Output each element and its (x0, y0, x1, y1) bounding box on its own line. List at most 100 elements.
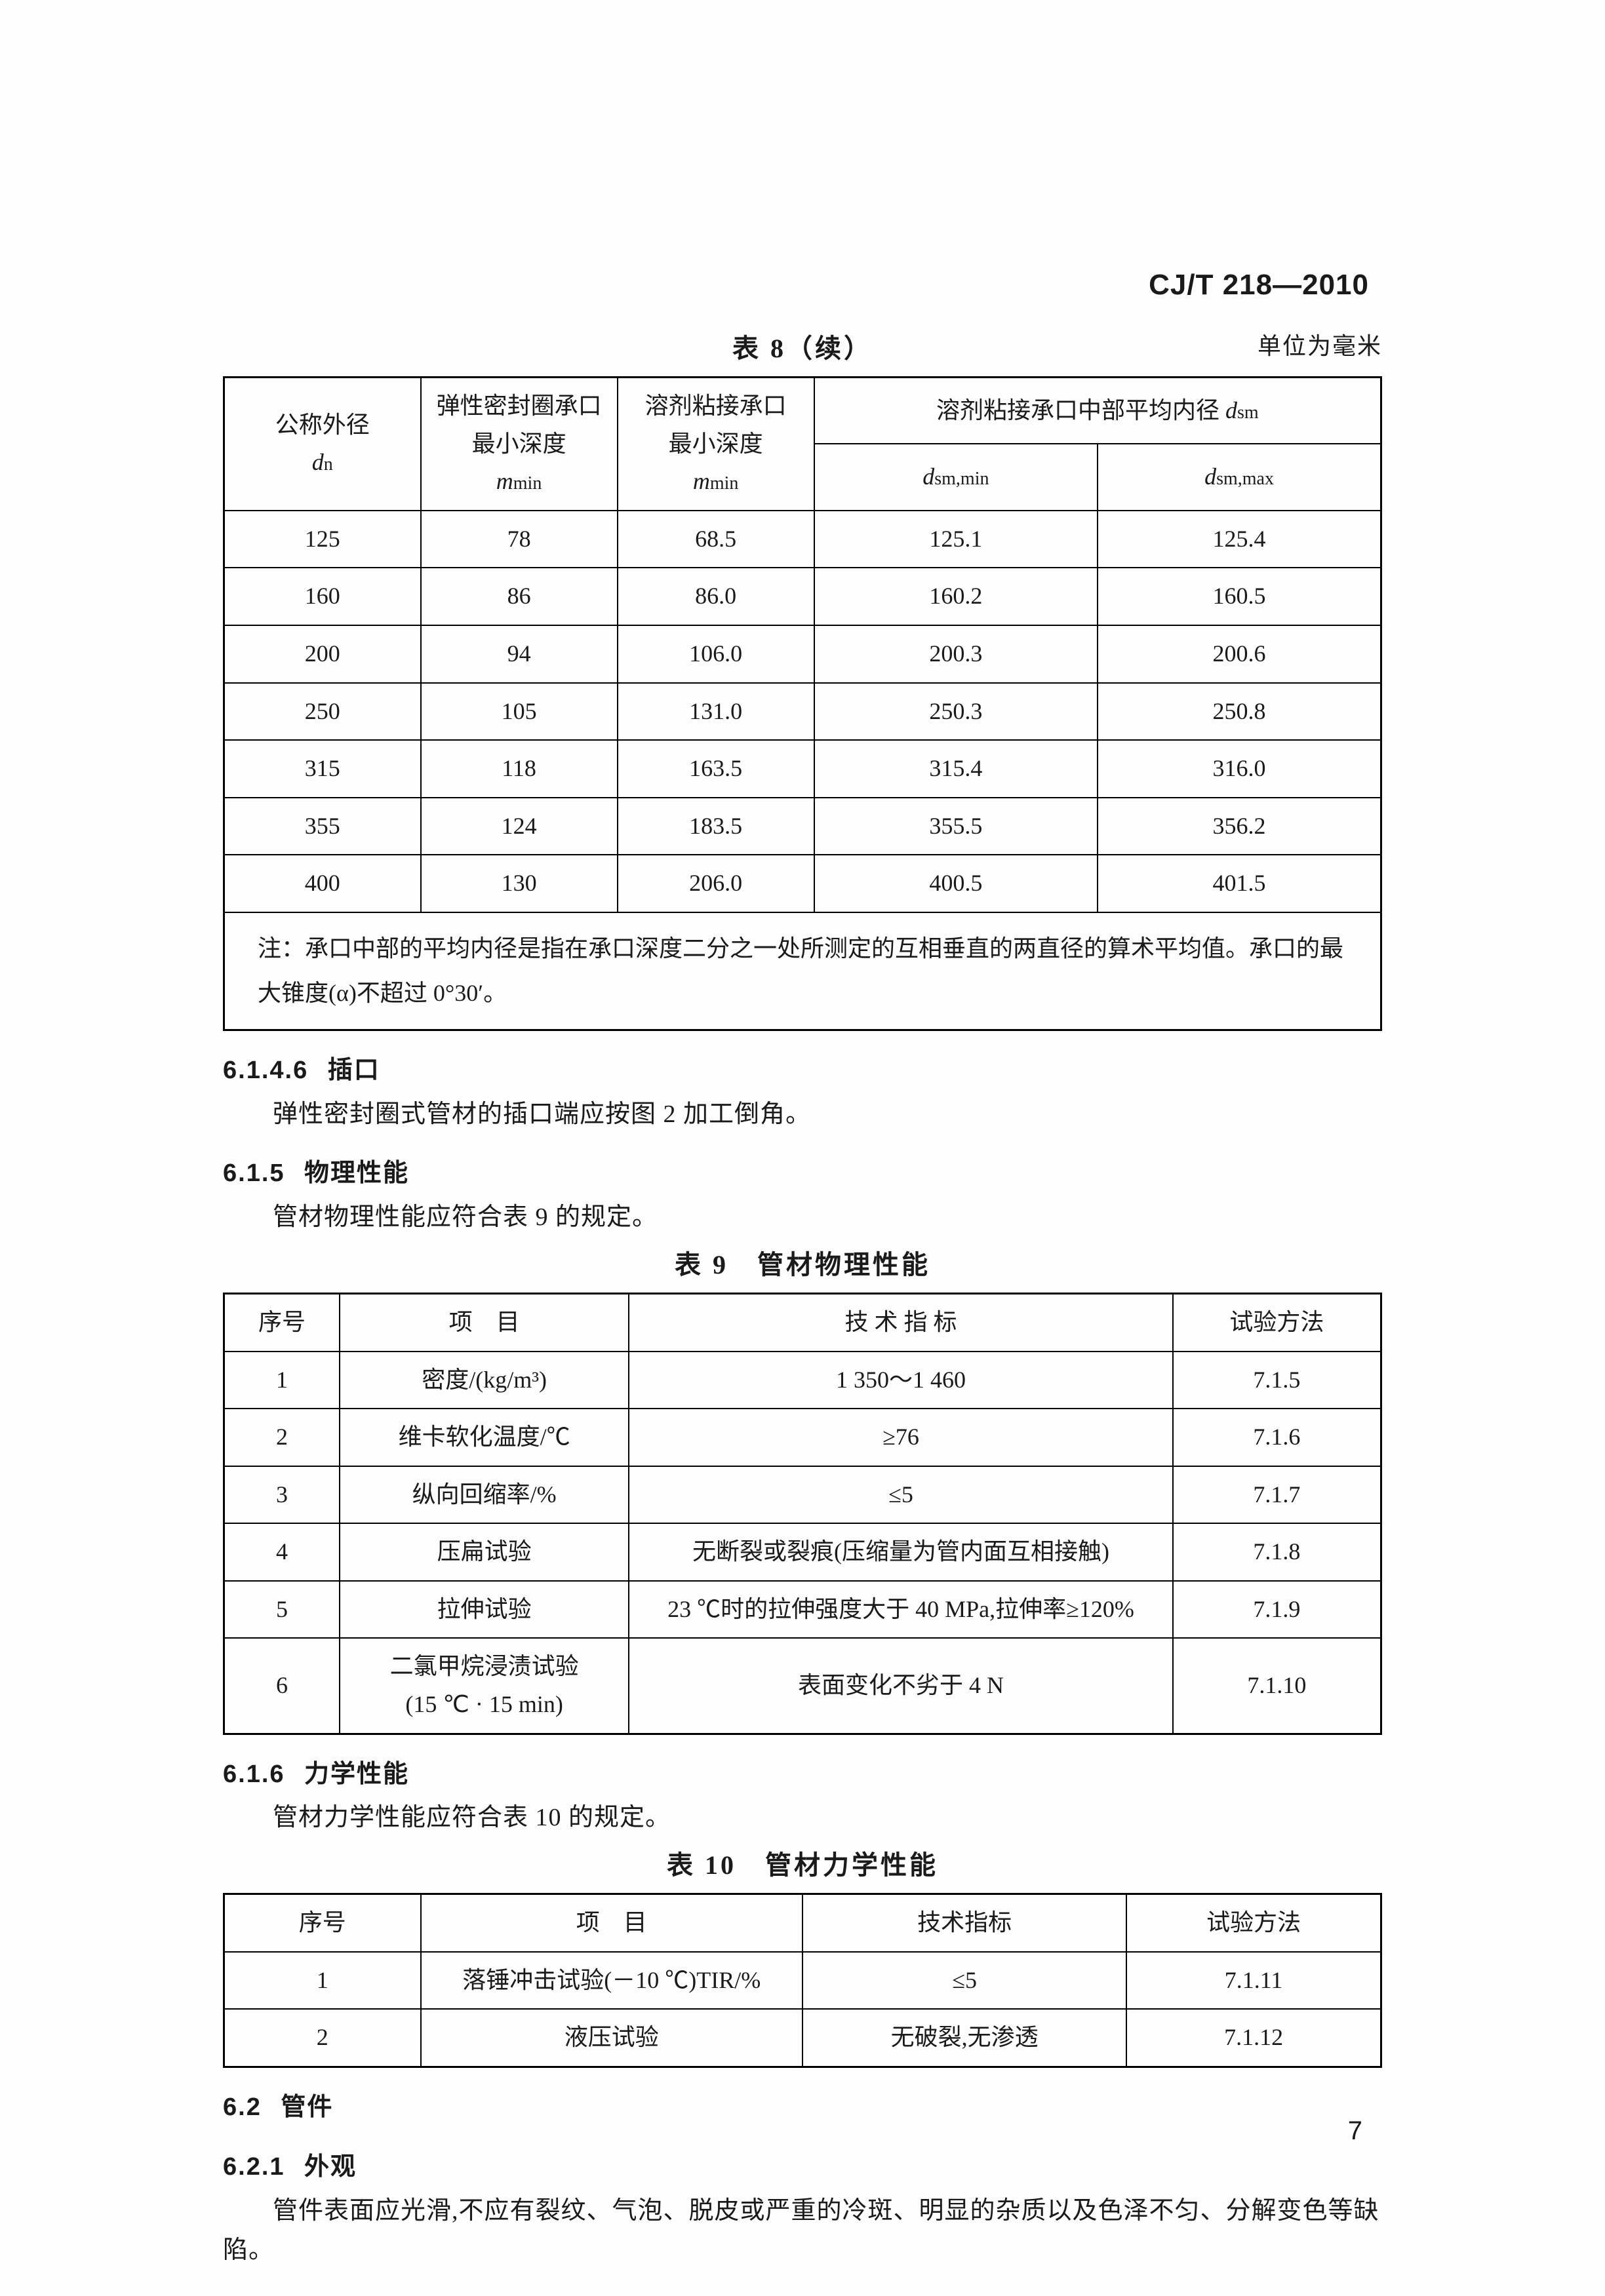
document-id: CJ/T 218—2010 (1149, 262, 1369, 308)
table-cell: 400 (224, 855, 421, 912)
table-cell: 355 (224, 798, 421, 855)
table-cell: 2 (224, 2009, 421, 2067)
table-cell: 200.6 (1098, 625, 1381, 683)
secnum-62: 6.2 (223, 2093, 262, 2121)
table-cell: 125 (224, 511, 421, 568)
table-cell: 7.1.5 (1173, 1352, 1381, 1409)
table-cell: 1 (224, 1352, 340, 1409)
table-cell: 160.2 (814, 568, 1098, 625)
secnum-621: 6.2.1 (223, 2153, 285, 2181)
table-cell: 密度/(kg/m³) (340, 1352, 629, 1409)
table-cell: 1 (224, 1952, 421, 2010)
table-cell: 315.4 (814, 740, 1098, 798)
secnum-616: 6.1.6 (223, 1761, 285, 1788)
table-cell: 落锤冲击试验(－10 ℃)TIR/% (421, 1952, 802, 2010)
table-cell: 2 (224, 1409, 340, 1466)
table-cell: 无断裂或裂痕(压缩量为管内面互相接触) (629, 1523, 1173, 1581)
table-cell: 7.1.9 (1173, 1581, 1381, 1639)
table8: 公称外径 dn 弹性密封圈承口 最小深度 mmin 溶剂粘接承口 最小深度 mm… (223, 376, 1382, 1031)
table-cell: 355.5 (814, 798, 1098, 855)
secnum-6146: 6.1.4.6 (223, 1057, 308, 1084)
table-cell: 105 (421, 683, 618, 741)
t8h-c2l1: 弹性密封圈承口 (437, 393, 602, 419)
sectitle-615: 物理性能 (304, 1159, 409, 1187)
table-cell: 130 (421, 855, 618, 912)
table-cell: ≥76 (629, 1409, 1173, 1466)
table9-caption: 表 9 管材物理性能 (223, 1244, 1382, 1286)
table-cell: 356.2 (1098, 798, 1381, 855)
table-cell: 86.0 (618, 568, 814, 625)
table9: 序号项 目技 术 指 标试验方法 1密度/(kg/m³)1 350～1 4607… (223, 1293, 1382, 1735)
table-header: 试验方法 (1126, 1894, 1381, 1952)
table-cell: 206.0 (618, 855, 814, 912)
table-cell: ≤5 (802, 1952, 1126, 2010)
table-cell: 94 (421, 625, 618, 683)
table-cell: 250.8 (1098, 683, 1381, 741)
table-cell: 400.5 (814, 855, 1098, 912)
table-cell: 表面变化不劣于 4 N (629, 1638, 1173, 1734)
para-6146: 弹性密封圈式管材的插口端应按图 2 加工倒角。 (223, 1095, 1382, 1135)
table-cell: 86 (421, 568, 618, 625)
table8-caption-text: 表 8（续） (732, 334, 873, 363)
table-cell: 5 (224, 1581, 340, 1639)
table-cell: 拉伸试验 (340, 1581, 629, 1639)
table-header: 项 目 (421, 1894, 802, 1952)
table8-note: 注：承口中部的平均内径是指在承口深度二分之一处所测定的互相垂直的两直径的算术平均… (224, 912, 1381, 1030)
t8h-c45l1: 溶剂粘接承口中部平均内径 dsm (936, 397, 1259, 423)
table-cell: 125.1 (814, 511, 1098, 568)
sectitle-6146: 插口 (328, 1057, 380, 1084)
table-cell: 68.5 (618, 511, 814, 568)
table-cell: 纵向回缩率/% (340, 1466, 629, 1524)
t8h-c1l1: 公称外径 (275, 412, 370, 438)
para-616: 管材力学性能应符合表 10 的规定。 (223, 1798, 1382, 1838)
t8h-c2l2: 最小深度 (472, 431, 566, 457)
para-621: 管件表面应光滑,不应有裂纹、气泡、脱皮或严重的冷斑、明显的杂质以及色泽不匀、分解… (223, 2191, 1382, 2271)
table-cell: 压扁试验 (340, 1523, 629, 1581)
table-cell: 131.0 (618, 683, 814, 741)
para-615: 管材物理性能应符合表 9 的规定。 (223, 1197, 1382, 1237)
table-header: 项 目 (340, 1293, 629, 1351)
table-header: 序号 (224, 1894, 421, 1952)
sectitle-616: 力学性能 (304, 1761, 409, 1788)
table-cell: 7.1.10 (1173, 1638, 1381, 1734)
table-header: 试验方法 (1173, 1293, 1381, 1351)
table-cell: 118 (421, 740, 618, 798)
t8h-c3l2: 最小深度 (669, 431, 763, 457)
table-cell: 7.1.12 (1126, 2009, 1381, 2067)
table8-caption: 表 8（续） 单位为毫米 (223, 328, 1382, 370)
table-cell: 183.5 (618, 798, 814, 855)
heading-615: 6.1.5 物理性能 (223, 1154, 1382, 1194)
table-cell: 200 (224, 625, 421, 683)
table-cell: 23 ℃时的拉伸强度大于 40 MPa,拉伸率≥120% (629, 1581, 1173, 1639)
table-cell: ≤5 (629, 1466, 1173, 1524)
table10-caption: 表 10 管材力学性能 (223, 1844, 1382, 1886)
table-cell: 316.0 (1098, 740, 1381, 798)
table-cell: 1 350～1 460 (629, 1352, 1173, 1409)
page-number: 7 (1348, 2110, 1362, 2152)
sectitle-62: 管件 (281, 2093, 333, 2121)
table-header: 技 术 指 标 (629, 1293, 1173, 1351)
table-cell: 160.5 (1098, 568, 1381, 625)
table-cell: 液压试验 (421, 2009, 802, 2067)
heading-6146: 6.1.4.6 插口 (223, 1051, 1382, 1091)
table-cell: 3 (224, 1466, 340, 1524)
table-header: 序号 (224, 1293, 340, 1351)
heading-62: 6.2 管件 (223, 2088, 1382, 2128)
table-cell: 315 (224, 740, 421, 798)
t8h-c3l1: 溶剂粘接承口 (645, 393, 787, 419)
table-cell: 78 (421, 511, 618, 568)
table-cell: 7.1.8 (1173, 1523, 1381, 1581)
table-cell: 250.3 (814, 683, 1098, 741)
table-cell: 二氯甲烷浸渍试验 (15 ℃ · 15 min) (340, 1638, 629, 1734)
table-cell: 106.0 (618, 625, 814, 683)
heading-621: 6.2.1 外观 (223, 2147, 1382, 2187)
table-cell: 4 (224, 1523, 340, 1581)
table-cell: 200.3 (814, 625, 1098, 683)
sectitle-621: 外观 (304, 2153, 357, 2181)
table-cell: 维卡软化温度/℃ (340, 1409, 629, 1466)
table-cell: 124 (421, 798, 618, 855)
table-cell: 163.5 (618, 740, 814, 798)
table-cell: 7.1.11 (1126, 1952, 1381, 2010)
heading-616: 6.1.6 力学性能 (223, 1755, 1382, 1795)
table-cell: 7.1.6 (1173, 1409, 1381, 1466)
